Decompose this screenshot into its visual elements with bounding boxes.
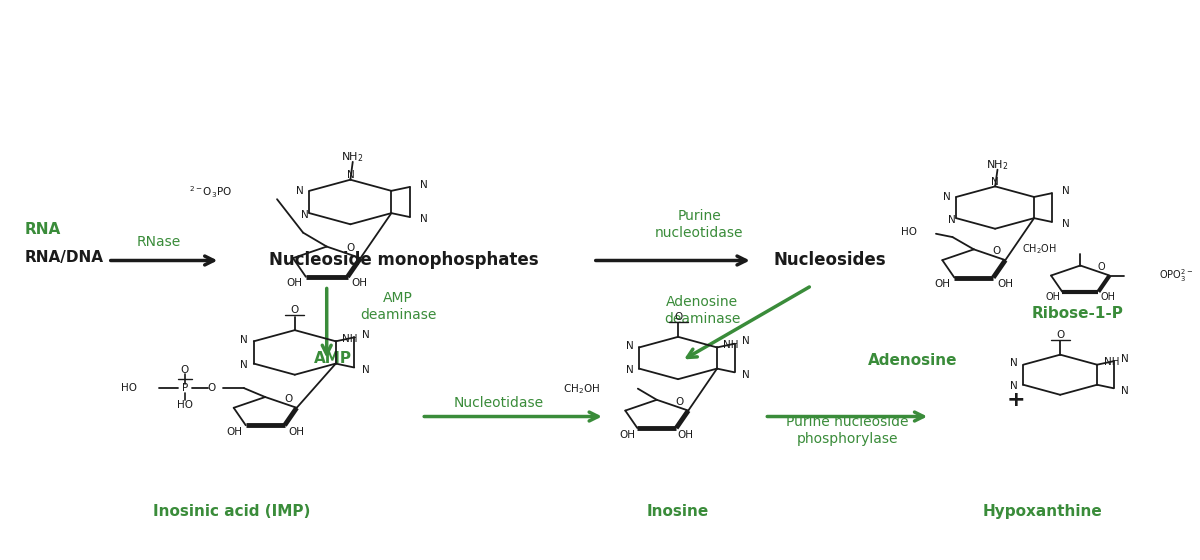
Text: RNase: RNase [137,235,181,249]
Text: N: N [943,192,950,202]
Text: N: N [296,186,304,196]
Text: RNA/DNA: RNA/DNA [25,250,104,265]
Text: N: N [948,216,955,225]
Text: N: N [240,335,248,345]
Text: Inosine: Inosine [647,504,709,519]
Text: O: O [992,246,1001,256]
Text: HO: HO [176,400,193,410]
Text: OH: OH [997,279,1013,290]
Text: N: N [626,365,634,375]
Text: O: O [674,312,682,322]
Text: O: O [1097,262,1105,272]
Text: P: P [181,383,188,393]
Text: O: O [290,305,299,315]
Text: NH: NH [1104,357,1120,367]
Text: AMP: AMP [313,351,352,366]
Text: N: N [301,211,308,221]
Text: Purine nucleoside
phosphorylase: Purine nucleoside phosphorylase [786,415,908,446]
Text: O: O [284,394,292,404]
Text: OH: OH [678,430,694,440]
Text: Purine
nucleotidase: Purine nucleotidase [655,209,744,240]
Text: Hypoxanthine: Hypoxanthine [983,504,1103,519]
Text: O: O [347,244,355,254]
Text: N: N [1010,358,1018,368]
Text: N: N [1062,219,1069,229]
Text: NH: NH [724,340,739,350]
Text: N: N [420,180,428,190]
Text: HO: HO [121,383,138,393]
Text: OH: OH [226,427,242,437]
Text: N: N [1121,354,1129,364]
Text: RNA: RNA [25,222,61,237]
Text: N: N [420,214,428,224]
Text: Nucleoside monophosphates: Nucleoside monophosphates [269,251,539,269]
Text: $^{2-}$O$_3$PO: $^{2-}$O$_3$PO [190,185,232,200]
Text: O: O [181,365,188,375]
Text: Nucleosides: Nucleosides [773,251,886,269]
Text: N: N [347,170,354,180]
Text: AMP
deaminase: AMP deaminase [360,291,437,322]
Text: N: N [361,365,370,375]
Text: OH: OH [1045,292,1061,302]
Text: Adenosine: Adenosine [868,353,958,368]
Text: N: N [1062,186,1069,196]
Text: Adenosine
deaminase: Adenosine deaminase [664,295,740,326]
Text: N: N [1121,385,1129,395]
Text: N: N [991,177,998,187]
Text: OH: OH [1100,292,1115,302]
Text: OH: OH [935,279,950,290]
Text: OH: OH [286,278,302,288]
Text: OH: OH [620,430,636,440]
Text: NH: NH [342,334,358,344]
Text: N: N [626,341,634,351]
Text: O: O [208,383,216,393]
Text: N: N [742,337,750,347]
Text: OH: OH [352,278,367,288]
Text: OPO$_3^{2-}$: OPO$_3^{2-}$ [1159,267,1193,284]
Text: CH$_2$OH: CH$_2$OH [1021,242,1057,256]
Text: O: O [676,397,684,407]
Text: CH$_2$OH: CH$_2$OH [563,382,600,395]
Text: HO: HO [901,227,917,236]
Text: O: O [1056,330,1064,339]
Text: Ribose-1-P: Ribose-1-P [1032,306,1124,321]
Text: NH$_2$: NH$_2$ [342,151,364,164]
Text: N: N [240,360,248,370]
Text: Nucleotidase: Nucleotidase [454,395,544,409]
Text: NH$_2$: NH$_2$ [986,158,1009,172]
Text: N: N [361,330,370,340]
Text: +: + [1007,390,1026,410]
Text: N: N [742,370,750,380]
Text: N: N [1010,381,1018,391]
Text: OH: OH [288,427,305,437]
Text: Inosinic acid (IMP): Inosinic acid (IMP) [154,504,311,519]
